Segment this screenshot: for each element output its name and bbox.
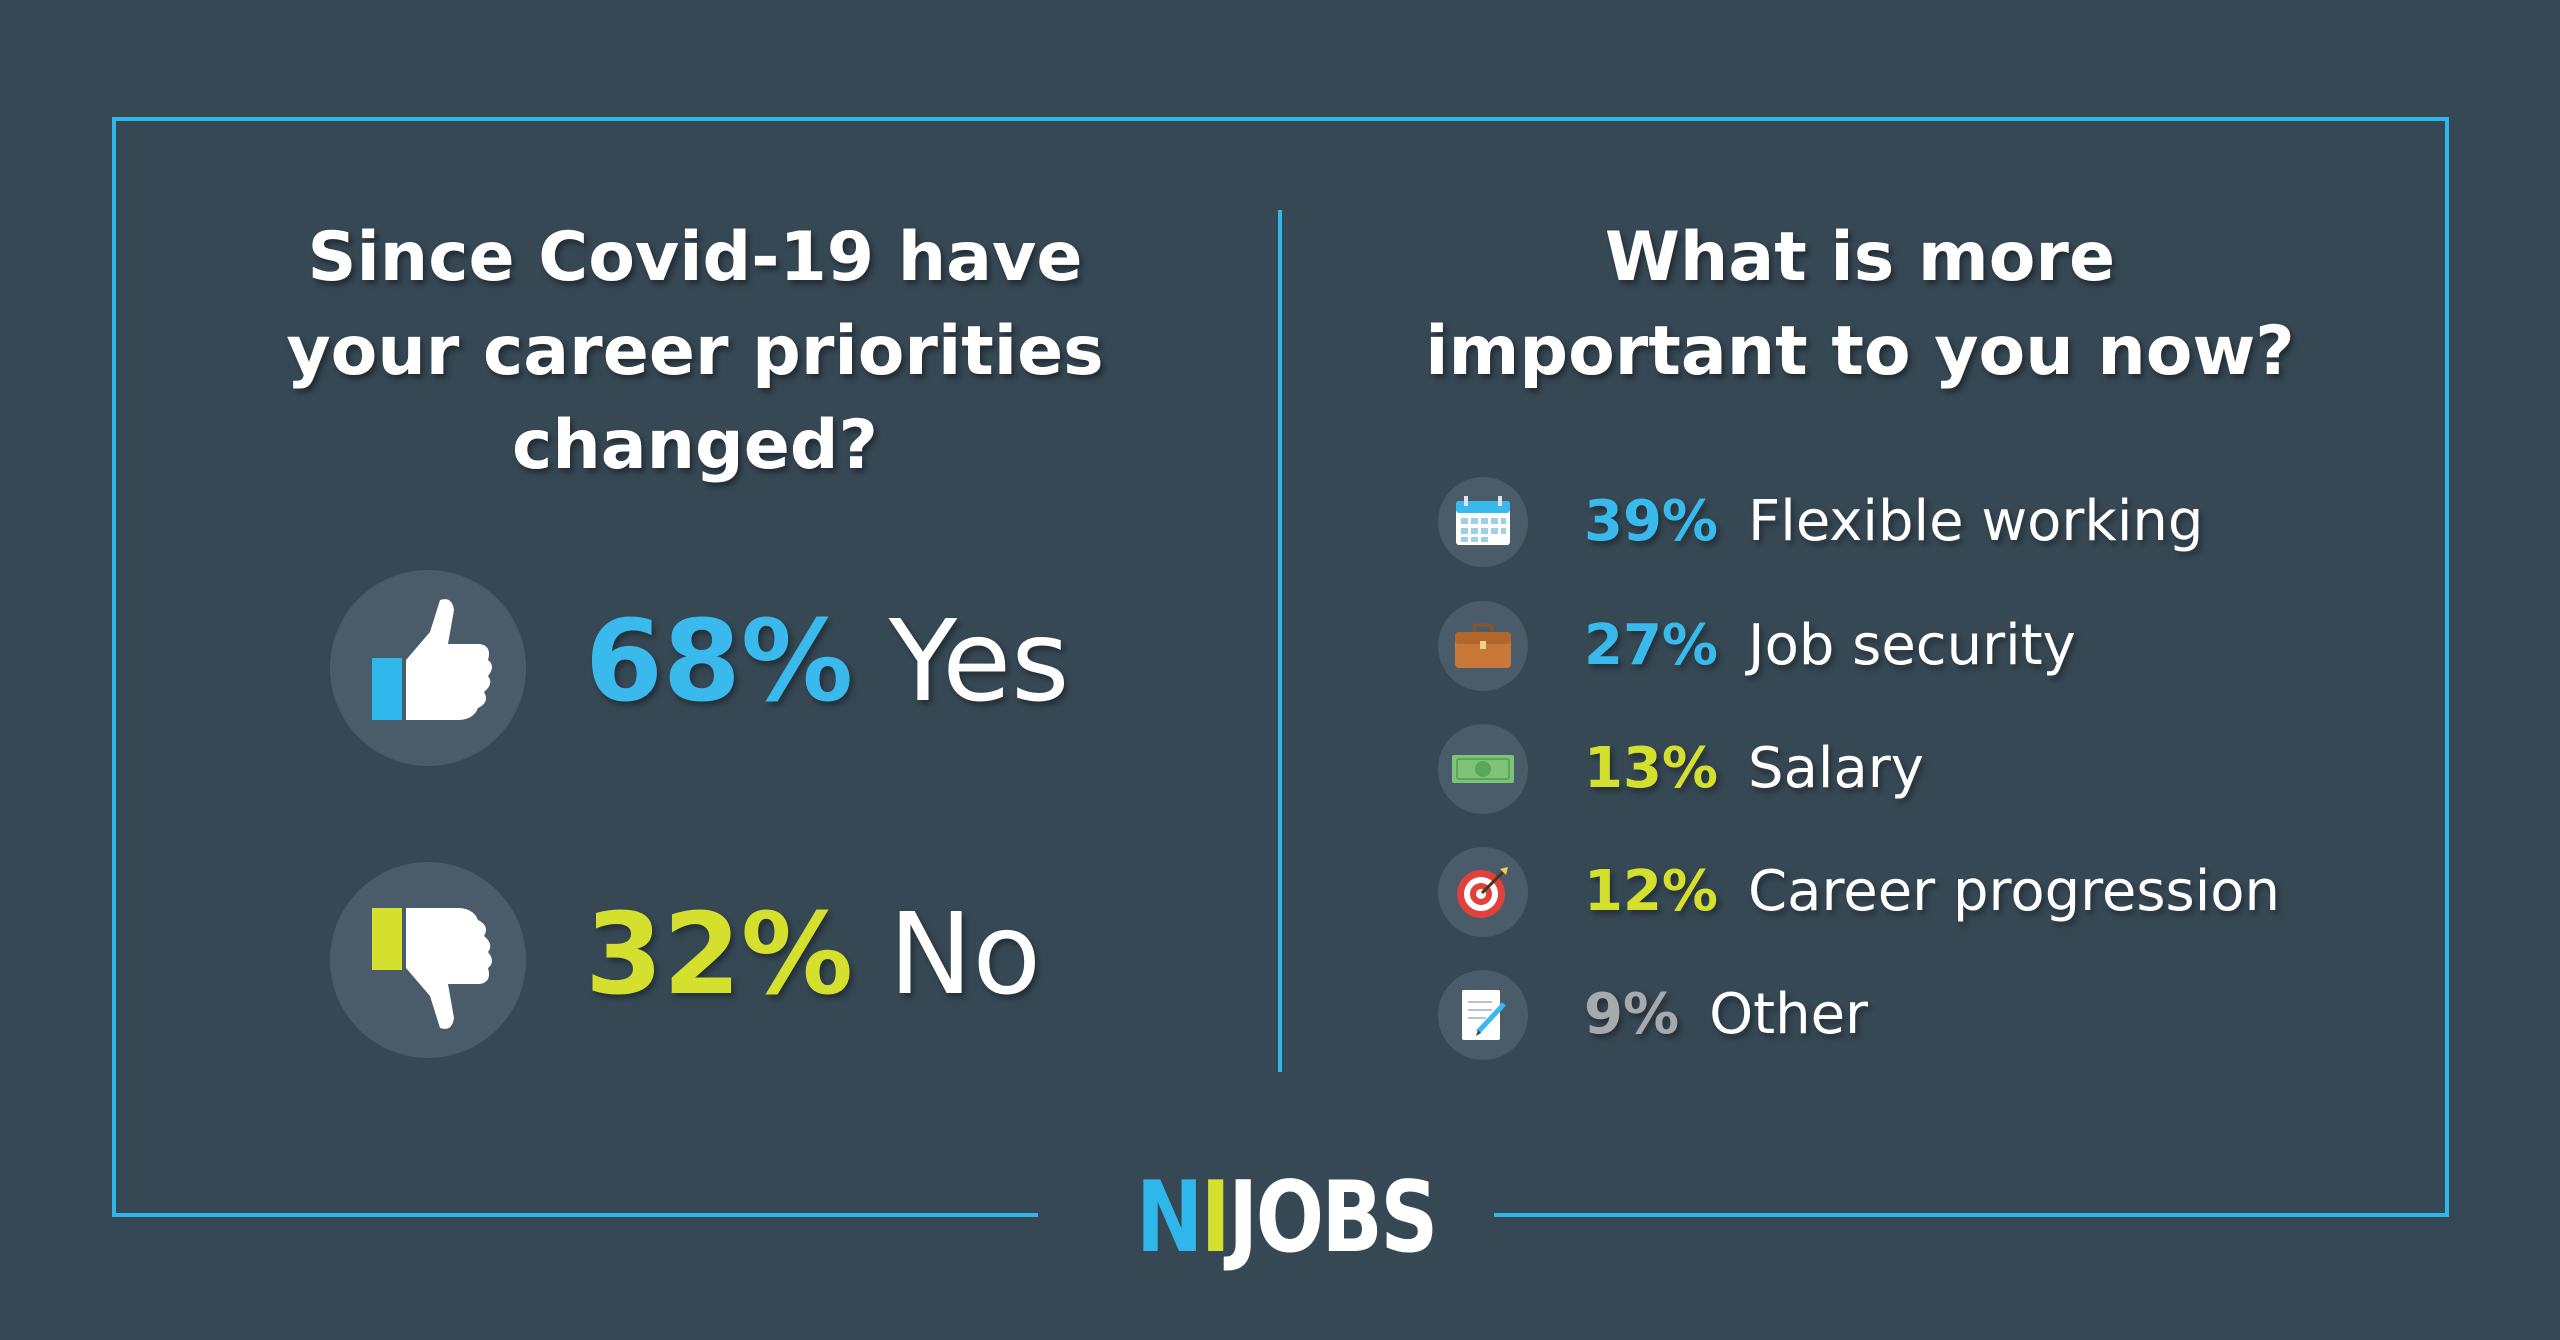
yes-result: 68% Yes <box>585 592 1069 732</box>
option-text-career-progression: 12% Career progression <box>1584 851 2280 933</box>
left-question-heading: Since Covid-19 have your career prioriti… <box>170 211 1220 493</box>
notepad-icon <box>1438 970 1528 1060</box>
right-heading-line-1: What is more <box>1604 218 2116 297</box>
target-icon <box>1438 847 1528 937</box>
option-row-job-security: 27% Job security <box>1438 601 2438 691</box>
right-question-heading: What is more important to you now? <box>1300 211 2420 399</box>
left-heading-line-1: Since Covid-19 have <box>307 218 1083 297</box>
calendar-icon <box>1438 477 1528 567</box>
frame-right-border <box>2445 117 2449 1217</box>
no-result: 32% No <box>585 885 1041 1025</box>
option-row-salary: 13% Salary <box>1438 724 2438 814</box>
frame-left-border <box>112 117 116 1217</box>
option-label: Salary <box>1748 736 1924 801</box>
option-row-flexible-working: 39% Flexible working <box>1438 477 2438 567</box>
frame-bottom-right-border <box>1494 1213 2449 1217</box>
option-label: Career progression <box>1748 859 2281 924</box>
logo-jobs: JOBS <box>1228 1161 1438 1275</box>
option-label: Job security <box>1748 613 2076 678</box>
left-heading-line-3: changed? <box>512 406 878 485</box>
yes-label: Yes <box>888 597 1070 727</box>
no-percent: 32% <box>585 890 854 1020</box>
banknote-icon <box>1438 724 1528 814</box>
option-label: Other <box>1709 982 1869 1047</box>
option-percent: 9% <box>1584 982 1680 1047</box>
right-heading-line-2: important to you now? <box>1425 312 2295 391</box>
no-label: No <box>888 890 1041 1020</box>
option-text-flexible-working: 39% Flexible working <box>1584 481 2203 563</box>
option-percent: 27% <box>1584 613 1719 678</box>
nijobs-logo: NIJOBS <box>1136 1168 1438 1268</box>
option-percent: 12% <box>1584 859 1719 924</box>
option-percent: 39% <box>1584 489 1719 554</box>
center-divider <box>1278 210 1282 1072</box>
option-text-job-security: 27% Job security <box>1584 605 2076 687</box>
thumbs-up-icon <box>330 570 526 766</box>
left-heading-line-2: your career priorities <box>286 312 1104 391</box>
option-label: Flexible working <box>1748 489 2204 554</box>
option-row-other: 9% Other <box>1438 970 2438 1060</box>
yes-percent: 68% <box>585 597 854 727</box>
option-row-career-progression: 12% Career progression <box>1438 847 2438 937</box>
option-text-salary: 13% Salary <box>1584 728 1924 810</box>
frame-top-border <box>112 117 2449 121</box>
logo-n: N <box>1136 1161 1203 1275</box>
logo-i: I <box>1200 1161 1231 1275</box>
option-percent: 13% <box>1584 736 1719 801</box>
option-text-other: 9% Other <box>1584 974 1868 1056</box>
frame-bottom-left-border <box>112 1213 1038 1217</box>
thumbs-down-icon <box>330 862 526 1058</box>
briefcase-icon <box>1438 601 1528 691</box>
